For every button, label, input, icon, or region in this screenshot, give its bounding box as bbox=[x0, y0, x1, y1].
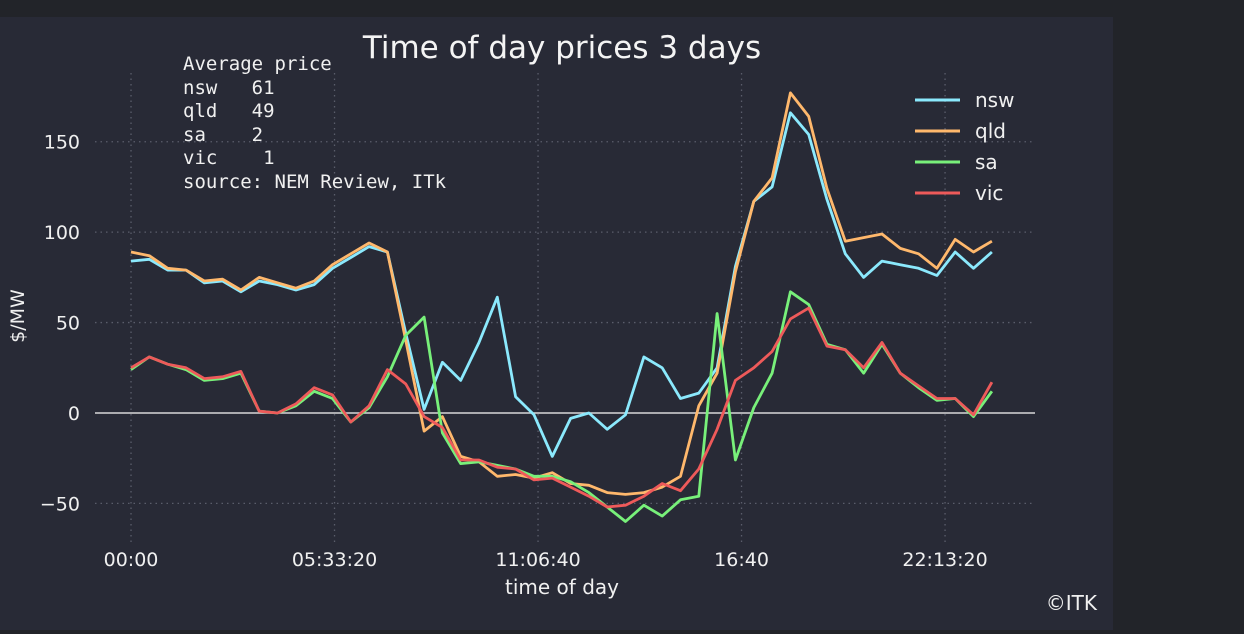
annotation-line: nsw 61 bbox=[183, 77, 275, 99]
y-tick-label: −50 bbox=[40, 493, 80, 515]
x-tick-label: 22:13:20 bbox=[902, 549, 987, 571]
legend-label-sa: sa bbox=[975, 150, 998, 174]
x-axis-label: time of day bbox=[505, 575, 619, 599]
annotation-line: qld 49 bbox=[183, 100, 275, 122]
x-tick-label: 00:00 bbox=[104, 549, 159, 571]
figure: 00:00 05:33:20 11:06:40 16:40 22:13:20 −50 0 5… bbox=[0, 17, 1113, 630]
y-tick-label: 150 bbox=[44, 132, 80, 154]
x-tick-label: 05:33:20 bbox=[292, 549, 377, 571]
annotation-line: vic 1 bbox=[183, 147, 275, 169]
x-tick-label: 16:40 bbox=[714, 549, 769, 571]
annotation-line: sa 2 bbox=[183, 124, 263, 146]
y-tick-label: 0 bbox=[68, 403, 80, 425]
x-ticks: 00:00 05:33:20 11:06:40 16:40 22:13:20 bbox=[104, 549, 988, 571]
series-lines bbox=[130, 91, 994, 523]
legend: nsw qld sa vic bbox=[915, 88, 1014, 205]
series-line-sa bbox=[130, 290, 994, 523]
series-line-vic bbox=[130, 306, 994, 509]
y-tick-label: 50 bbox=[56, 313, 80, 335]
legend-label-vic: vic bbox=[975, 181, 1003, 205]
x-tick-label: 11:06:40 bbox=[495, 549, 580, 571]
annotation-source: source: NEM Review, ITk bbox=[183, 171, 447, 193]
y-ticks: −50 0 50 100 150 bbox=[40, 132, 80, 516]
legend-label-qld: qld bbox=[975, 119, 1006, 143]
series-line-nsw bbox=[130, 111, 993, 458]
copyright: ©ITK bbox=[1046, 591, 1098, 615]
legend-label-nsw: nsw bbox=[975, 88, 1014, 112]
chart-title: Time of day prices 3 days bbox=[362, 30, 761, 66]
y-tick-label: 100 bbox=[44, 222, 80, 244]
line-chart: 00:00 05:33:20 11:06:40 16:40 22:13:20 −50 0 5… bbox=[7, 30, 1098, 615]
average-price-annotation: Average price nsw 61 qld 49 sa 2 vic 1 s… bbox=[183, 53, 447, 193]
y-axis-label: $/MW bbox=[7, 289, 29, 343]
annotation-heading: Average price bbox=[183, 53, 332, 75]
